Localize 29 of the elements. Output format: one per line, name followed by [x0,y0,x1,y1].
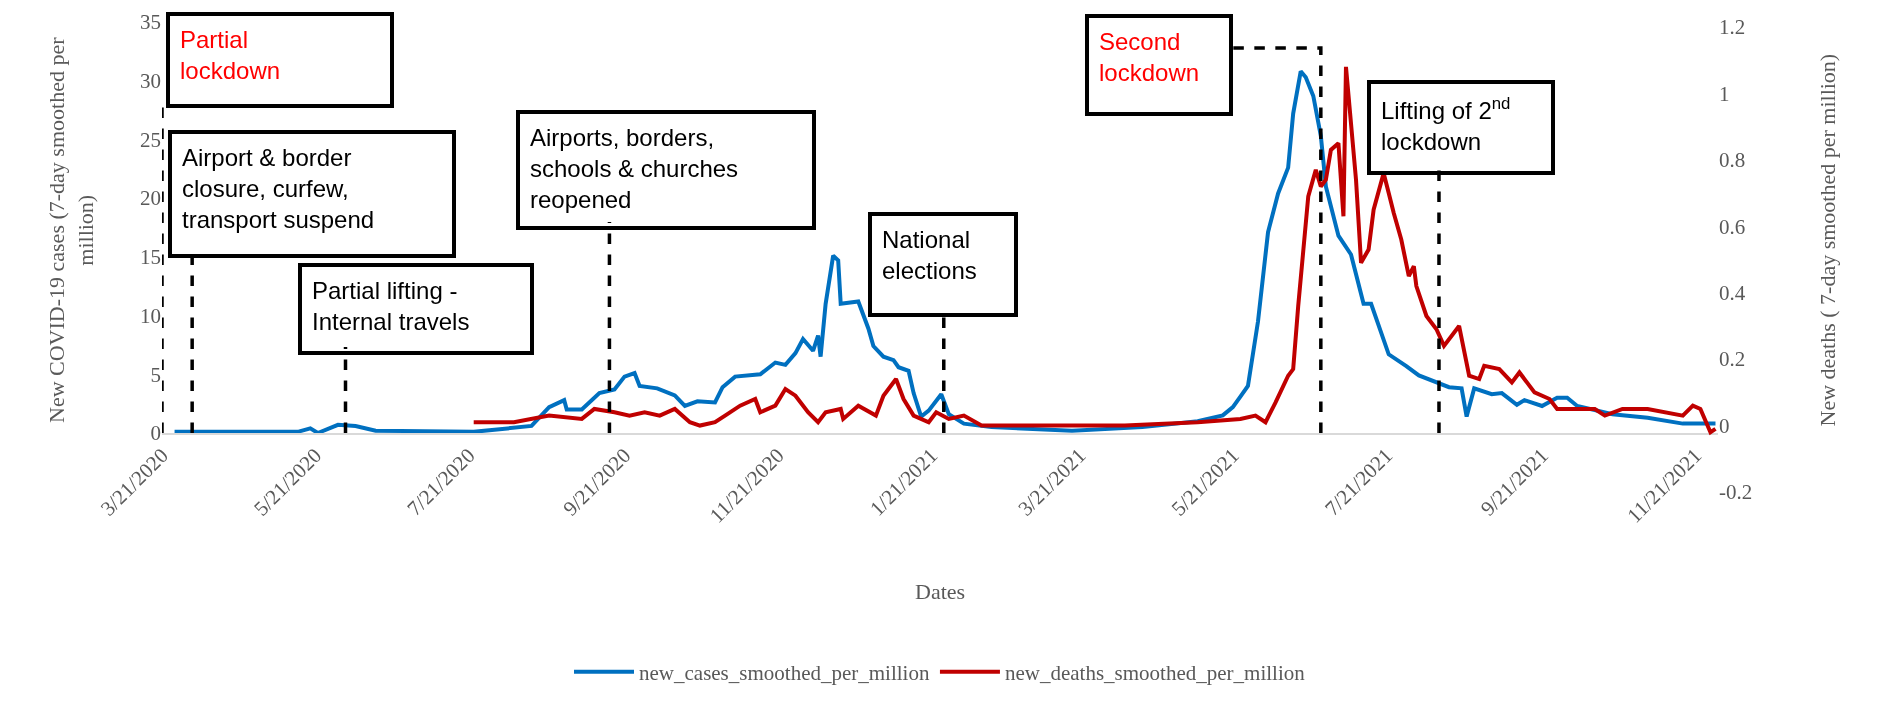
legend-label: new_deaths_smoothed_per_million [1004,660,1306,685]
y-tick-label: 5 [150,362,161,387]
y-tick-label: 0 [150,421,161,446]
ref-line-label: Partial lockdown [180,26,281,85]
y2-tick-label: 0.6 [1719,214,1746,239]
ref-line-label: Lifting of 2$^{nd}$ lockdown [1381,94,1511,156]
y2-tick-label: 0.4 [1719,281,1746,306]
y-tick-label: 25 [140,127,161,152]
legend-label: new_cases_smoothed_per_million [639,660,930,685]
ref-line-label: Airport & border closure, curfew, transport suspend [182,144,375,234]
y2-tick-label: -0.2 [1719,480,1753,505]
ref-line-label: Partial lifting - Internal travels [312,277,470,336]
x-axis-title: Dates [915,579,966,604]
y-tick-label: 30 [140,69,161,94]
y2-tick-label: 0.2 [1719,347,1746,372]
line-series [471,64,1718,435]
ref-line-label: Second lockdown [1099,28,1200,87]
y-tick-label: 35 [140,10,161,35]
ref-line-label: Airports, borders, schools & churches reopened [530,124,739,214]
y-tick-label: 15 [140,245,161,270]
y-axis-title: New COVID-19 cases (7-day smoothed per million) [44,36,98,423]
ref-line-label: National elections [882,226,977,285]
y-tick-label: 10 [140,303,161,328]
y2-axis-title: New deaths ( 7-day smoothed per million) [1814,53,1840,427]
y2-tick-label: 0 [1719,413,1730,438]
y2-tick-label: 1.2 [1719,15,1746,40]
y2-tick-label: 1 [1719,81,1730,106]
y-tick-label: 20 [140,186,161,211]
y2-tick-label: 0.8 [1719,148,1746,173]
